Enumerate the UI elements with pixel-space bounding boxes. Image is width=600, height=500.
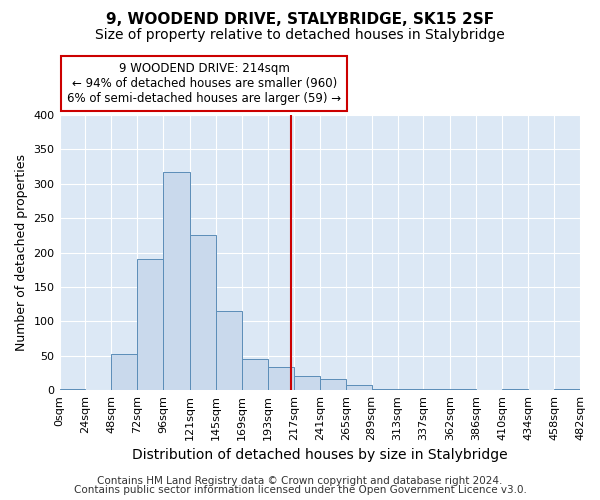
Bar bbox=[137, 260, 163, 390]
Bar bbox=[320, 379, 346, 390]
Bar bbox=[112, 354, 137, 390]
Bar bbox=[163, 172, 190, 390]
X-axis label: Distribution of detached houses by size in Stalybridge: Distribution of detached houses by size … bbox=[132, 448, 508, 462]
Text: Contains public sector information licensed under the Open Government Licence v3: Contains public sector information licen… bbox=[74, 485, 526, 495]
Bar bbox=[346, 386, 371, 390]
Text: Contains HM Land Registry data © Crown copyright and database right 2024.: Contains HM Land Registry data © Crown c… bbox=[97, 476, 503, 486]
Bar bbox=[190, 234, 216, 390]
Bar bbox=[268, 367, 294, 390]
Text: 9, WOODEND DRIVE, STALYBRIDGE, SK15 2SF: 9, WOODEND DRIVE, STALYBRIDGE, SK15 2SF bbox=[106, 12, 494, 28]
Text: 9 WOODEND DRIVE: 214sqm
← 94% of detached houses are smaller (960)
6% of semi-de: 9 WOODEND DRIVE: 214sqm ← 94% of detache… bbox=[67, 62, 341, 104]
Bar bbox=[242, 358, 268, 390]
Y-axis label: Number of detached properties: Number of detached properties bbox=[15, 154, 28, 351]
Text: Size of property relative to detached houses in Stalybridge: Size of property relative to detached ho… bbox=[95, 28, 505, 42]
Bar bbox=[216, 311, 242, 390]
Bar bbox=[294, 376, 320, 390]
